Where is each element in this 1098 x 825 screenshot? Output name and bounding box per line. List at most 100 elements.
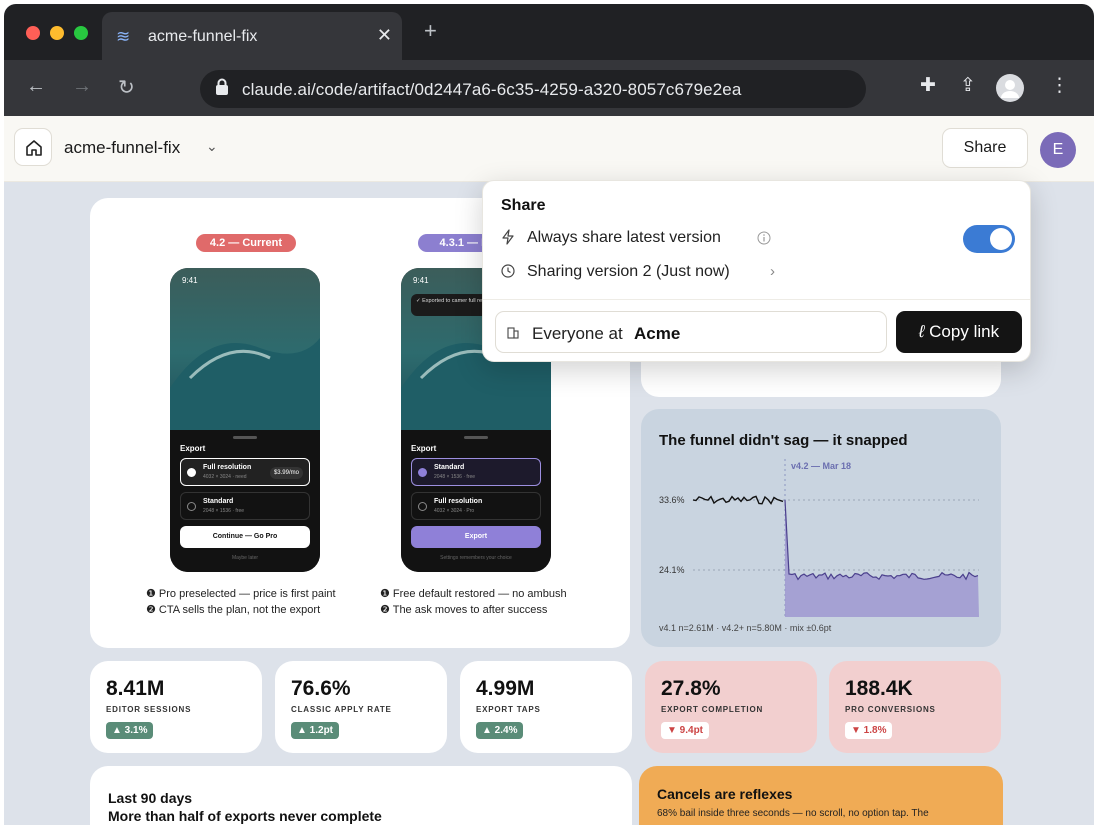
option-full-resolution[interactable]: Full resolution 4032 × 3024 · need $3.99…: [180, 458, 310, 486]
wave-icon: ≋: [116, 27, 131, 46]
option-name: Full resolution: [203, 464, 252, 471]
option-sub: 2048 × 1536 · free: [434, 474, 476, 480]
chart-title: The funnel didn't sag — it snapped: [659, 432, 908, 449]
address-bar[interactable]: claude.ai/code/artifact/0d2447a6-6c35-42…: [200, 70, 866, 108]
browser-tab[interactable]: ≋ acme-funnel-fix ✕: [102, 12, 402, 60]
wave-image: [170, 268, 320, 438]
more-menu-icon[interactable]: ⋮: [1050, 75, 1069, 96]
new-tab-button[interactable]: +: [424, 18, 437, 43]
link-icon: ℓ: [918, 322, 925, 341]
always-share-latest-toggle[interactable]: [963, 225, 1015, 253]
before-line: [692, 495, 784, 505]
tab-close-icon[interactable]: ✕: [376, 25, 392, 45]
after-area: [785, 500, 979, 617]
export-button[interactable]: Export: [411, 526, 541, 548]
close-window-button[interactable]: [26, 26, 40, 40]
divider: [483, 299, 1030, 300]
stat-label: EXPORT TAPS: [476, 705, 541, 714]
stat-value: 188.4K: [845, 677, 913, 700]
last-90-days-card: Last 90 days More than half of exports n…: [90, 766, 632, 825]
delta-badge: ▼ 1.8%: [845, 722, 893, 739]
stat-card-editor-sessions: 8.41M EDITOR SESSIONS ▲ 3.1%: [90, 661, 262, 753]
app-header: acme-funnel-fix ⌄ Share E: [4, 116, 1094, 182]
current-version-pill: 4.2 — Current: [196, 234, 296, 252]
export-sheet: Export Standard 2048 × 1536 · free Full …: [401, 430, 551, 572]
label-high: 33.6%: [659, 495, 685, 505]
forward-arrow-icon[interactable]: →: [72, 75, 92, 97]
copy-link-button[interactable]: ℓ Copy link: [896, 311, 1022, 353]
funnel-chart-card: The funnel didn't sag — it snapped v4.2 …: [641, 409, 1001, 647]
user-avatar[interactable]: E: [1040, 132, 1076, 168]
maybe-later-link[interactable]: Maybe later: [231, 555, 259, 561]
share-popover: Share Always share latest version Sharin…: [482, 180, 1031, 362]
home-icon: [26, 140, 42, 156]
chevron-down-icon[interactable]: ⌄: [206, 138, 218, 154]
copy-link-label: Copy link: [929, 322, 1000, 341]
phone-current: 9:41 Export Full resolution 4032 × 3024 …: [170, 268, 320, 572]
option-sub: 4032 × 3024 · need: [203, 474, 247, 480]
delta-badge: ▲ 1.2pt: [291, 722, 340, 739]
label-low: 24.1%: [659, 565, 685, 575]
option-name: Standard: [203, 498, 234, 505]
option-standard[interactable]: Standard 2048 × 1536 · free: [411, 458, 541, 486]
radio-icon: [418, 502, 427, 511]
option-name: Full resolution: [434, 498, 483, 505]
home-button[interactable]: [14, 128, 52, 166]
stat-label: EXPORT COMPLETION: [661, 705, 764, 714]
radio-selected-icon: [418, 468, 427, 477]
stat-value: 4.99M: [476, 677, 535, 700]
stat-card-pro-conversions: 188.4K PRO CONVERSIONS ▼ 1.8%: [829, 661, 1001, 753]
proposed-bullet-2: ❷ The ask moves to after success: [380, 604, 548, 616]
tab-bar: ≋ acme-funnel-fix ✕ +: [4, 4, 1094, 60]
card-heading: Last 90 days: [108, 790, 193, 806]
option-sub: 2048 × 1536 · free: [203, 508, 245, 514]
audience-selector[interactable]: Everyone at Acme: [495, 311, 887, 353]
url-text[interactable]: claude.ai/code/artifact/0d2447a6-6c35-42…: [242, 80, 742, 99]
toggle-knob: [990, 228, 1012, 250]
export-sheet: Export Full resolution 4032 × 3024 · nee…: [170, 430, 320, 572]
navigation-bar: ← → ↻ claude.ai/code/artifact/0d2447a6-6…: [4, 60, 1094, 116]
sheet-handle: [233, 436, 257, 439]
sheet-handle: [464, 436, 488, 439]
card-heading: Cancels are reflexes: [657, 786, 793, 802]
stat-label: EDITOR SESSIONS: [106, 705, 192, 714]
back-arrow-icon[interactable]: ←: [26, 75, 46, 97]
option-sub: 4032 × 3024 · Pro: [434, 508, 475, 514]
phone-clock: 9:41: [413, 276, 429, 285]
radio-icon: [187, 502, 196, 511]
reload-icon[interactable]: ↻: [118, 77, 135, 99]
profile-avatar[interactable]: [996, 74, 1024, 102]
chevron-right-icon[interactable]: ›: [770, 263, 775, 280]
tab-title: acme-funnel-fix: [148, 28, 258, 45]
sharing-version-label[interactable]: Sharing version 2 (Just now): [527, 263, 730, 280]
option-standard[interactable]: Standard 2048 × 1536 · free: [180, 492, 310, 520]
stat-label: CLASSIC APPLY RATE: [291, 705, 392, 714]
card-text: 68% bail inside three seconds — no scrol…: [657, 808, 929, 819]
project-name[interactable]: acme-funnel-fix: [64, 138, 181, 157]
card-subheading: More than half of exports never complete: [108, 808, 382, 824]
extensions-icon[interactable]: ✚: [920, 75, 936, 96]
price-badge: $3.99/mo: [269, 467, 303, 479]
popover-title: Share: [501, 197, 546, 214]
cancels-card: Cancels are reflexes 68% bail inside thr…: [639, 766, 1003, 825]
continue-go-pro-button[interactable]: Continue — Go Pro: [180, 526, 310, 548]
funnel-chart: [692, 459, 979, 617]
share-button[interactable]: Share: [942, 128, 1028, 168]
audience-org: Acme: [634, 324, 681, 343]
share-page-icon[interactable]: ⇪: [960, 75, 976, 96]
clock-icon: [501, 264, 515, 278]
stat-value: 27.8%: [661, 677, 721, 700]
person-icon: [1001, 80, 1019, 98]
stat-value: 76.6%: [291, 677, 351, 700]
stat-card-export-completion: 27.8% EXPORT COMPLETION ▼ 9.4pt: [645, 661, 817, 753]
info-icon[interactable]: [757, 231, 771, 245]
option-full-resolution[interactable]: Full resolution 4032 × 3024 · Pro: [411, 492, 541, 520]
current-bullet-1: ❶ Pro preselected — price is first paint: [146, 588, 336, 600]
maximize-window-button[interactable]: [74, 26, 88, 40]
chart-footnote: v4.1 n=2.61M · v4.2+ n=5.80M · mix ±0.6p…: [659, 623, 832, 633]
audience-prefix: Everyone at: [532, 324, 623, 343]
sheet-title: Export: [411, 444, 437, 453]
sheet-title: Export: [180, 444, 206, 453]
stat-label: PRO CONVERSIONS: [845, 705, 936, 714]
minimize-window-button[interactable]: [50, 26, 64, 40]
